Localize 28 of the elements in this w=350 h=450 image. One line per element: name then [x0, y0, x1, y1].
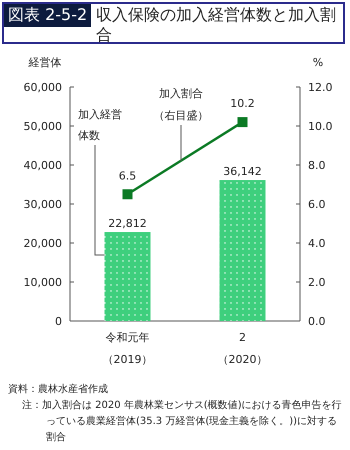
y2-tick-label: 8.0 — [308, 159, 326, 172]
y2-tick-label: 6.0 — [308, 198, 326, 211]
y2-tick-label: 2.0 — [308, 276, 326, 289]
y-tick-label: 50,000 — [24, 120, 62, 133]
y2-tick-label: 10.0 — [308, 120, 332, 133]
text: 加入経営体数 — [78, 108, 122, 142]
data-label: 22,812 — [108, 217, 147, 230]
y-tick-label: 10,000 — [24, 276, 62, 289]
text: 注：加入割合は 2020 年農林業センサス(概数値)における青色申告を行っている農業経営体(35.3 万経営体(現金主義を除く。))に対する割合 — [22, 398, 343, 445]
data-label: 6.5 — [118, 169, 136, 182]
y-tick-label: 60,000 — [24, 81, 62, 94]
chart-subtitle: 収入保険の加入経営体数と加入割合 — [96, 5, 337, 45]
chart-title: 図表 2-5-2 — [4, 4, 92, 27]
y-tick-label: 40,000 — [24, 159, 62, 172]
x-tick-label: 令和元年（2019） — [102, 331, 152, 366]
x-tick-label: 2（2020） — [218, 331, 268, 366]
y-tick-label: 0 — [55, 315, 62, 328]
series-label: 加入割合（右目盛） — [154, 87, 208, 122]
text: 資料：農林水産省作成 — [8, 382, 109, 397]
y2-axis-title: % — [312, 56, 324, 69]
y2-tick-label: 0.0 — [308, 315, 326, 328]
data-label: 10.2 — [230, 97, 255, 110]
y2-tick-label: 12.0 — [308, 81, 332, 94]
y-axis-title: 経営体 — [28, 56, 62, 69]
y-tick-label: 20,000 — [24, 237, 62, 250]
data-label: 36,142 — [223, 165, 262, 178]
y-tick-label: 30,000 — [24, 198, 62, 211]
y2-tick-label: 4.0 — [308, 237, 326, 250]
